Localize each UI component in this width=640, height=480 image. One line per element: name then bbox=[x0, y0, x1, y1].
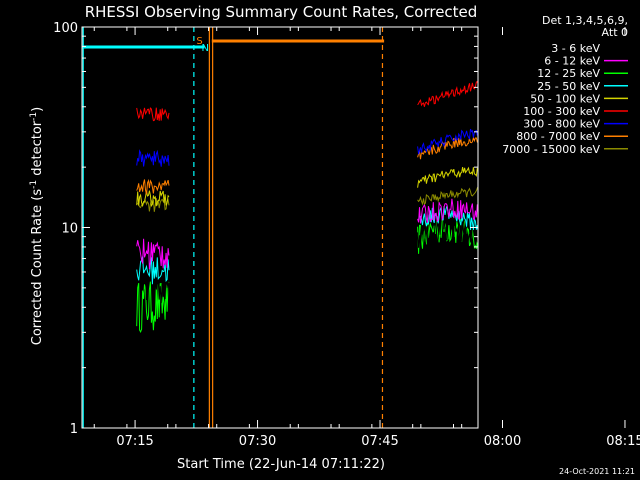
y-axis: 1 10 100 bbox=[53, 21, 478, 437]
timestamp: 24-Oct-2021 11:21 bbox=[559, 467, 635, 476]
x-axis-label: Start Time (22-Jun-14 07:11:22) bbox=[177, 457, 385, 472]
x-tick-label: 08:15 bbox=[606, 434, 640, 449]
legend-label: 300 - 800 keV bbox=[523, 118, 600, 131]
legend-label: 800 - 7000 keV bbox=[516, 130, 600, 143]
x-tick-label: 07:30 bbox=[239, 434, 276, 449]
legend-label: 50 - 100 keV bbox=[530, 92, 600, 105]
series-line bbox=[417, 186, 478, 206]
chart-title: RHESSI Observing Summary Count Rates, Co… bbox=[85, 3, 478, 21]
y-axis-label: Corrected Count Rate (s-1 detector-1) bbox=[29, 107, 45, 345]
x-tick-label: 07:45 bbox=[361, 434, 398, 449]
legend-header-2: Att 0 bbox=[602, 26, 628, 39]
x-tick-label: 07:15 bbox=[116, 434, 153, 449]
series-line bbox=[417, 213, 478, 257]
legend-label: 3 - 6 keV bbox=[551, 42, 600, 55]
legend-header-1: Det 1,3,4,5,6,9, bbox=[542, 14, 628, 27]
legend-label: 7000 - 15000 keV bbox=[502, 143, 600, 156]
flag-label-s: S bbox=[196, 36, 202, 47]
legend-label: 25 - 50 keV bbox=[537, 80, 600, 93]
series-line bbox=[417, 166, 478, 188]
series-line bbox=[136, 238, 170, 270]
legend-label: 6 - 12 keV bbox=[544, 55, 600, 68]
series-line bbox=[136, 256, 170, 285]
legend-label: 100 - 300 keV bbox=[523, 105, 600, 118]
legend-label: 12 - 25 keV bbox=[537, 67, 600, 80]
series-line bbox=[136, 149, 170, 167]
flag-label-n: N bbox=[202, 43, 209, 54]
x-tick-label: 08:00 bbox=[484, 434, 521, 449]
plot-frame bbox=[81, 26, 479, 429]
data-layer: SN bbox=[82, 27, 478, 428]
y-tick-label: 100 bbox=[53, 21, 78, 36]
series-line bbox=[136, 178, 170, 195]
series-line bbox=[417, 198, 478, 224]
series-line bbox=[136, 107, 170, 122]
y-tick-label: 1 bbox=[70, 422, 78, 437]
series-line bbox=[136, 190, 170, 208]
series-line bbox=[136, 280, 170, 333]
y-tick-label: 10 bbox=[61, 222, 78, 237]
series-line bbox=[417, 212, 478, 251]
